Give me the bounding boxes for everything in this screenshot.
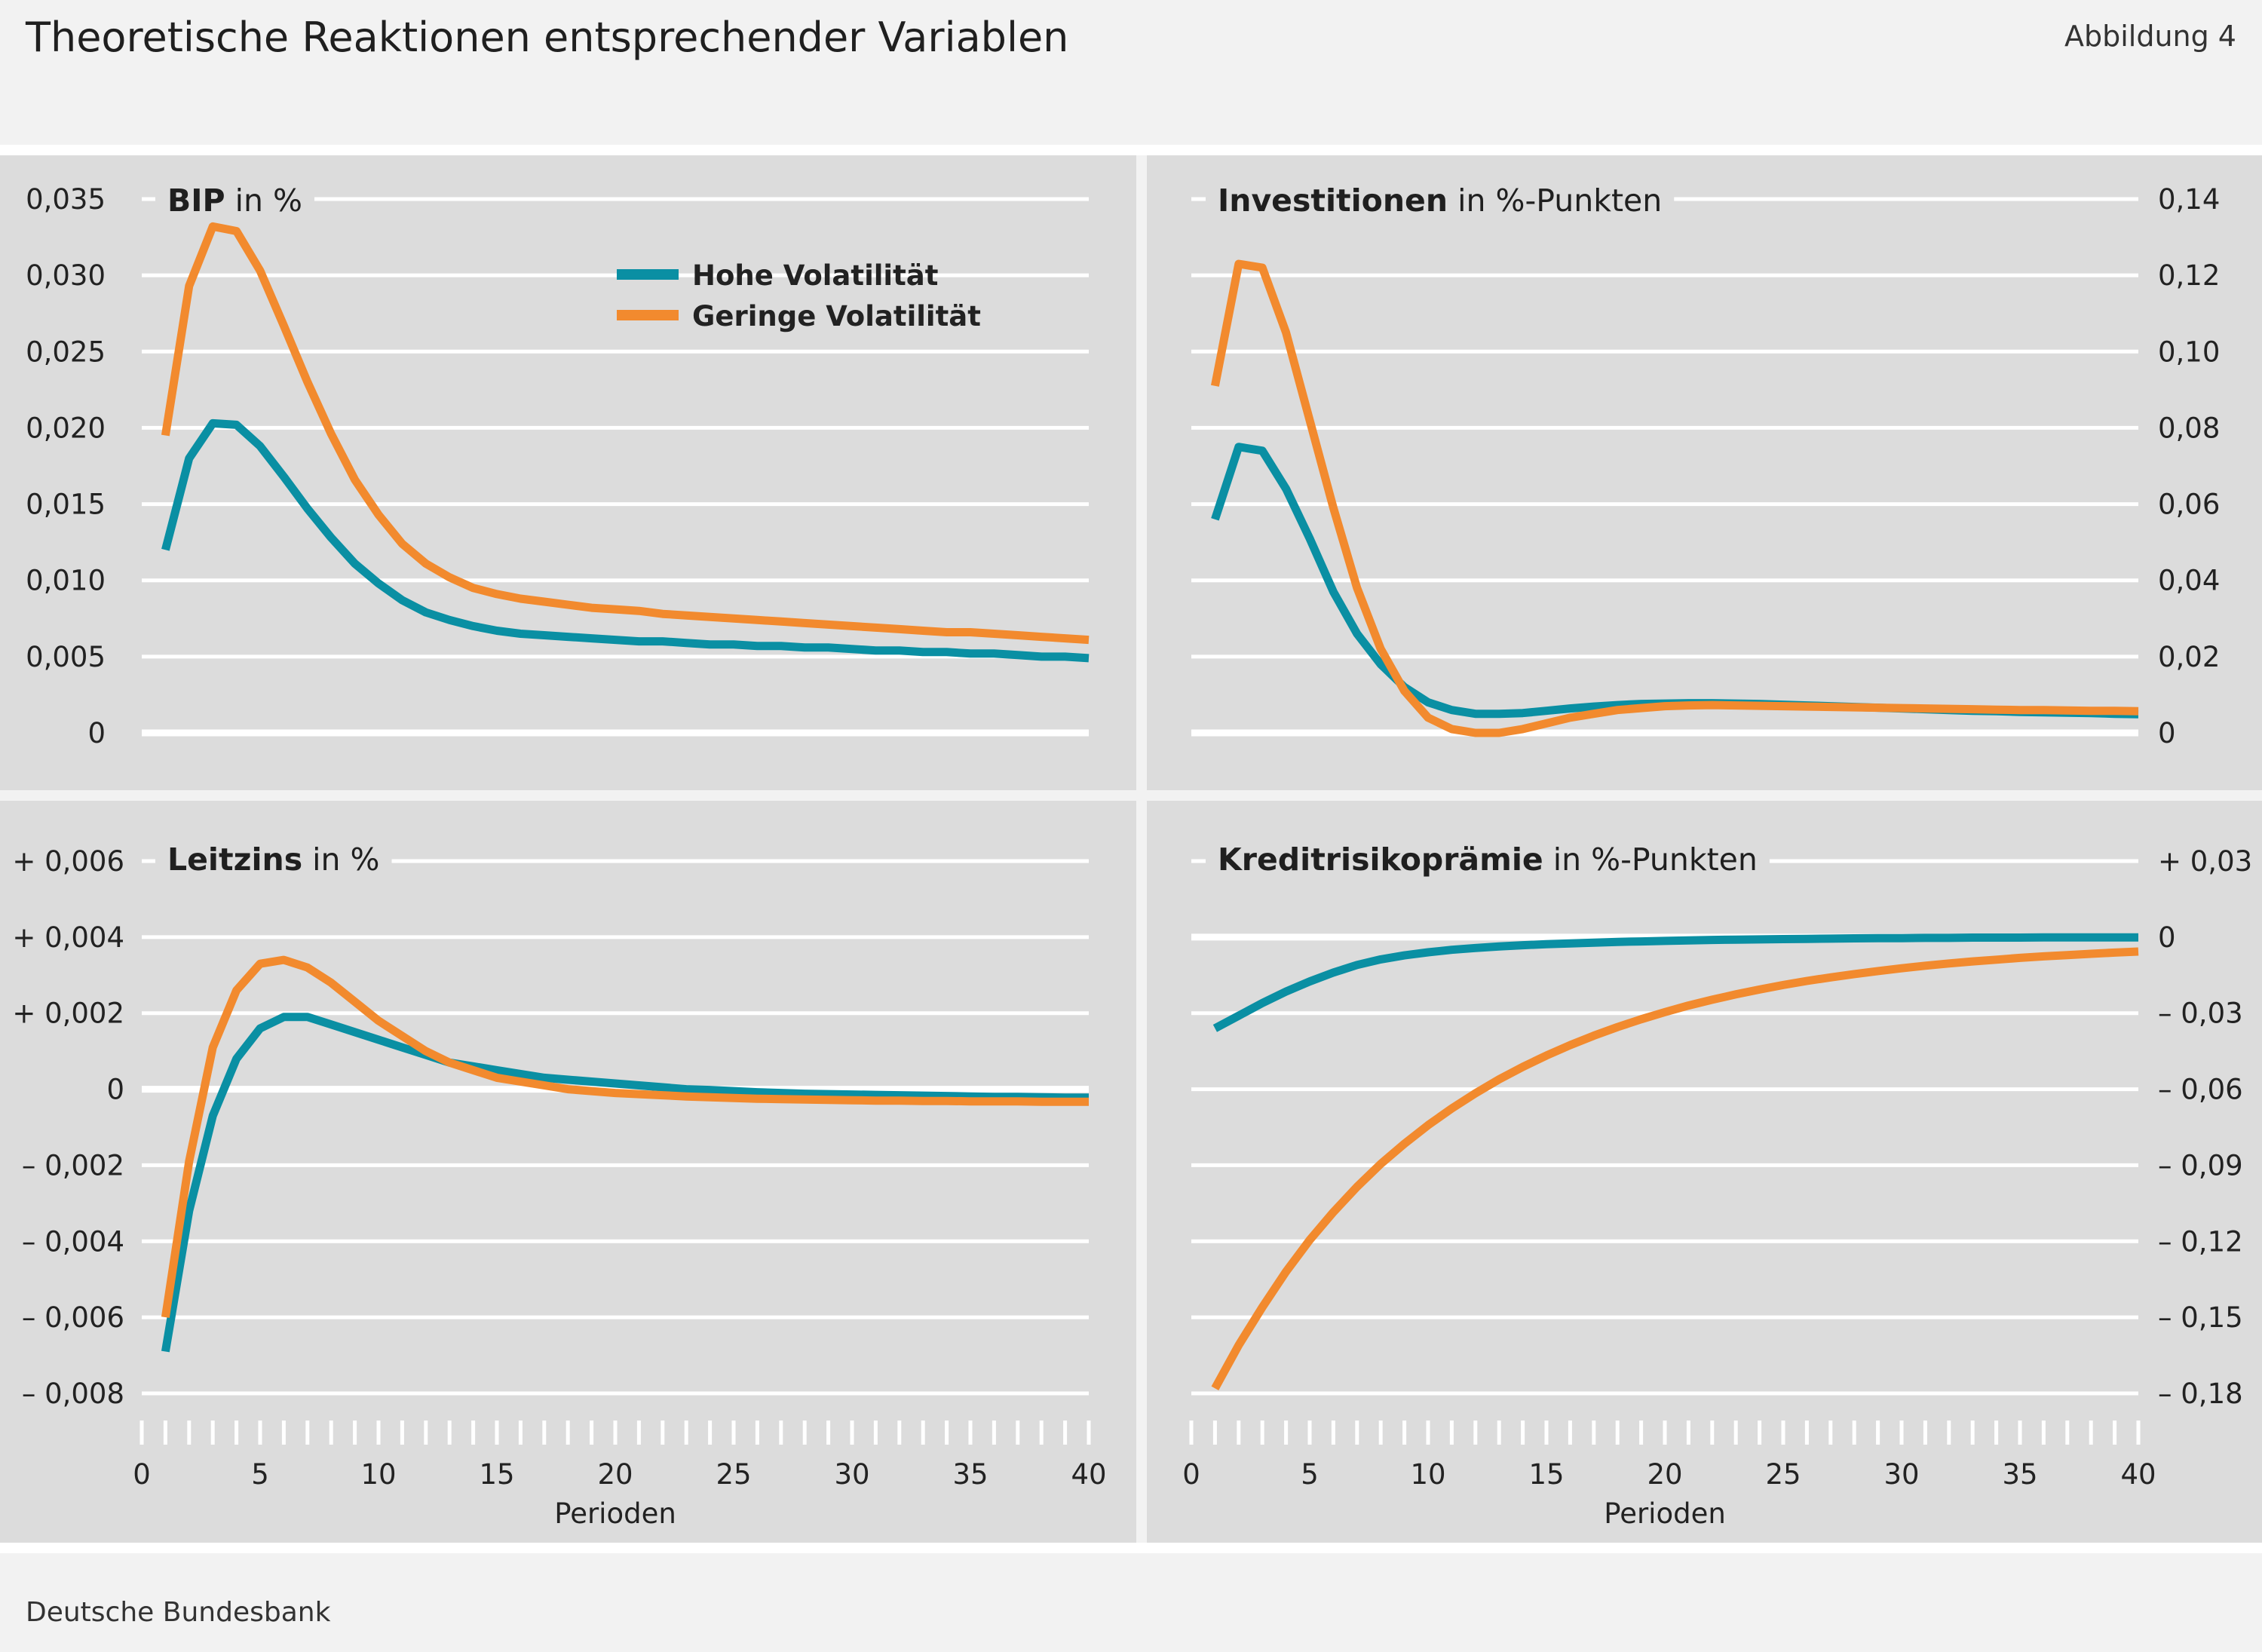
y-tick-label: 0,12	[2158, 259, 2220, 292]
panel-title-text: BIP in %	[167, 182, 302, 219]
y-tick-label: 0,010	[26, 565, 106, 597]
top-separator	[0, 145, 2262, 155]
y-tick-label: – 0,12	[2158, 1225, 2243, 1258]
y-tick-label: 0,020	[26, 412, 106, 444]
panel-title-text: Investitionen in %-Punkten	[1218, 182, 1662, 219]
y-tick-label: 0,08	[2158, 412, 2220, 444]
y-tick-label: 0	[2158, 717, 2176, 749]
y-tick-label: 0,030	[26, 259, 106, 292]
y-tick-label: + 0,03	[2158, 845, 2252, 878]
y-tick-label: 0,04	[2158, 565, 2220, 597]
y-tick-label: 0,02	[2158, 641, 2220, 673]
series-line-hohe-volatilitaet	[161, 1013, 1089, 1353]
x-tick-label: 20	[597, 1458, 633, 1491]
x-tick-label: 15	[1528, 1458, 1564, 1491]
y-tick-label: – 0,008	[22, 1378, 124, 1410]
panel-title: Kreditrisikoprämie in %-Punkten	[1206, 838, 1770, 881]
panel-title-unit: in %-Punkten	[1448, 182, 1662, 219]
panel-title: BIP in %	[155, 179, 314, 222]
y-tick-label: – 0,006	[22, 1301, 124, 1334]
y-tick-label: 0,10	[2158, 336, 2220, 368]
y-tick-label: + 0,004	[12, 921, 124, 954]
y-tick-label: 0,005	[26, 641, 106, 673]
y-tick-label: – 0,004	[22, 1225, 124, 1258]
x-tick-label: 0	[1182, 1458, 1200, 1491]
legend: Hohe Volatilität Geringe Volatilität	[617, 259, 981, 333]
x-tick-label: 40	[2120, 1458, 2156, 1491]
y-tick-label: – 0,06	[2158, 1074, 2243, 1106]
series-line-hohe-volatilitaet	[161, 418, 1090, 663]
legend-label: Geringe Volatilität	[692, 300, 981, 333]
y-tick-label: + 0,002	[12, 998, 124, 1030]
x-tick-label: 10	[360, 1458, 396, 1491]
panel-title-unit: in %	[225, 182, 302, 219]
panel-background	[1147, 801, 2262, 1543]
panel-title-variable: Kreditrisikoprämie	[1218, 841, 1543, 878]
series-line-geringe-volatilitaet	[161, 955, 1089, 1318]
x-tick-label: 25	[1765, 1458, 1801, 1491]
x-tick-label: 30	[1883, 1458, 1919, 1491]
y-tick-label: 0	[2158, 921, 2176, 954]
chart-panel-1: 0 0,005 0,010 0,015 0,020 0,025 0,030 0,035 BIP …	[0, 155, 1136, 790]
y-tick-label: 0,025	[26, 336, 106, 368]
panel-background	[1147, 155, 2262, 790]
y-tick-label: 0,06	[2158, 489, 2220, 521]
page-title: Theoretische Reaktionen entsprechender V…	[26, 14, 1069, 61]
panel-title-variable: BIP	[167, 182, 225, 219]
panel-title: Investitionen in %-Punkten	[1206, 179, 1675, 222]
panel-title-text: Leitzins in %	[167, 841, 380, 878]
y-tick-label: 0,14	[2158, 183, 2220, 216]
y-tick-label: + 0,006	[12, 845, 124, 878]
x-tick-label: 35	[952, 1458, 988, 1491]
series-line-geringe-volatilitaet	[1211, 259, 2139, 737]
series-line-geringe-volatilitaet	[161, 222, 1090, 645]
y-tick-label: – 0,002	[22, 1149, 124, 1182]
x-tick-label: 5	[1301, 1458, 1319, 1491]
bottom-separator	[0, 1543, 2262, 1553]
title-backdrop	[1206, 838, 1770, 881]
panel-title-unit: in %-Punkten	[1543, 841, 1758, 878]
chart-panel-2: 0 0,02 0,04 0,06 0,08 0,10 0,12 0,14 Investition…	[1147, 155, 2262, 790]
figure-label: Abbildung 4	[2064, 20, 2236, 53]
x-tick-label: 0	[133, 1458, 151, 1491]
series-line-geringe-volatilitaet	[1211, 947, 2139, 1390]
y-tick-label: – 0,09	[2158, 1149, 2243, 1182]
title-backdrop	[155, 179, 314, 222]
x-tick-label: 30	[834, 1458, 869, 1491]
source-note: Deutsche Bundesbank	[26, 1597, 331, 1628]
y-tick-label: – 0,15	[2158, 1301, 2243, 1334]
x-tick-label: 5	[251, 1458, 269, 1491]
y-tick-label: 0,035	[26, 183, 106, 216]
x-tick-label: 15	[479, 1458, 514, 1491]
series-line-hohe-volatilitaet	[1212, 933, 2138, 1032]
x-axis-label: Perioden	[1604, 1497, 1726, 1530]
panel-title-variable: Investitionen	[1218, 182, 1448, 219]
y-tick-label: – 0,18	[2158, 1378, 2243, 1410]
y-tick-label: 0	[106, 1074, 124, 1106]
x-tick-label: 20	[1647, 1458, 1682, 1491]
x-tick-label: 25	[716, 1458, 751, 1491]
panel-title-unit: in %	[302, 841, 379, 878]
y-tick-label: – 0,03	[2158, 998, 2243, 1030]
panel-title-variable: Leitzins	[167, 841, 302, 878]
panel-title: Leitzins in %	[155, 838, 392, 881]
x-tick-label: 10	[1410, 1458, 1445, 1491]
title-backdrop	[1206, 179, 1675, 222]
panel-background	[0, 155, 1136, 790]
x-tick-label: 35	[2002, 1458, 2037, 1491]
legend-label: Hohe Volatilität	[692, 259, 938, 292]
y-tick-label: 0,015	[26, 489, 106, 521]
y-tick-label: 0	[87, 717, 106, 749]
chart-panel-3: – 0,008 – 0,006 – 0,004 – 0,002 0 + 0,002 + 0,…	[0, 801, 1136, 1543]
chart-panel-4: – 0,18 – 0,15 – 0,12 – 0,09 – 0,06 – 0,03 0 + 0…	[1147, 801, 2262, 1543]
x-axis-label: Perioden	[554, 1497, 676, 1530]
panel-title-text: Kreditrisikoprämie in %-Punkten	[1218, 841, 1758, 878]
x-tick-label: 40	[1071, 1458, 1106, 1491]
title-backdrop	[155, 838, 392, 881]
